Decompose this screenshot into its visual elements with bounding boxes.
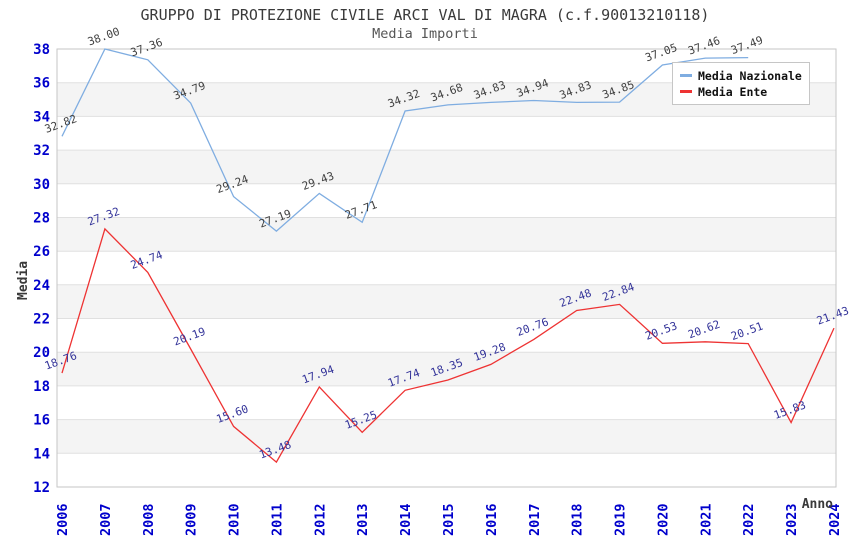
legend-label-media-ente: Media Ente — [698, 84, 768, 99]
legend-label-media-nazionale: Media Nazionale — [698, 68, 802, 83]
plot-bands — [57, 49, 836, 487]
x-tick-label: 2012 — [312, 503, 328, 536]
x-tick-label: 2021 — [698, 503, 714, 536]
x-tick-label: 2007 — [98, 503, 114, 536]
y-tick-label: 30 — [33, 177, 50, 193]
data-label: 38.00 — [86, 25, 122, 49]
y-tick-label: 32 — [33, 143, 50, 159]
x-tick-label: 2009 — [184, 503, 200, 536]
x-tick-label: 2024 — [827, 503, 843, 536]
y-axis-tick-labels: 12 14 16 18 20 22 24 26 28 30 32 34 36 38 — [33, 42, 50, 496]
series-line-media-nazionale — [61, 48, 749, 232]
y-tick-label: 12 — [33, 480, 50, 496]
x-tick-label: 2013 — [355, 503, 371, 536]
x-tick-label: 2019 — [613, 503, 629, 536]
x-tick-label: 2023 — [784, 503, 800, 536]
legend: Media Nazionale Media Ente — [672, 62, 810, 105]
y-tick-label: 34 — [33, 109, 50, 125]
media-ente-line-swatch — [680, 90, 692, 93]
x-tick-label: 2008 — [141, 503, 157, 536]
x-tick-label: 2016 — [484, 503, 500, 536]
y-tick-label: 28 — [33, 211, 50, 227]
y-tick-label: 16 — [33, 413, 50, 429]
chart-subtitle: Media Importi — [372, 26, 478, 42]
y-tick-label: 20 — [33, 345, 50, 361]
x-tick-label: 2010 — [227, 503, 243, 536]
x-tick-label: 2018 — [570, 503, 586, 536]
x-tick-label: 2020 — [655, 503, 671, 536]
x-tick-label: 2011 — [269, 503, 285, 536]
media-nazionale-line-swatch — [680, 74, 692, 77]
x-tick-label: 2022 — [741, 503, 757, 536]
chart-title: GRUPPO DI PROTEZIONE CIVILE ARCI VAL DI … — [140, 6, 710, 24]
x-tick-label: 2015 — [441, 503, 457, 536]
y-tick-label: 22 — [33, 312, 50, 328]
series-line-media-ente — [61, 227, 835, 464]
y-tick-label: 24 — [33, 278, 50, 294]
y-tick-label: 36 — [33, 76, 50, 92]
y-tick-label: 26 — [33, 244, 50, 260]
x-axis-tick-labels: 2006 2007 2008 2009 2010 2011 2012 2013 2014 2015… — [55, 503, 843, 536]
x-axis-title: Anno — [801, 497, 833, 512]
y-tick-label: 38 — [33, 42, 50, 58]
legend-item-media-nazionale: Media Nazionale — [680, 68, 802, 83]
legend-item-media-ente: Media Ente — [680, 84, 802, 99]
y-tick-label: 14 — [33, 446, 50, 462]
x-tick-label: 2006 — [55, 503, 71, 536]
x-tick-label: 2017 — [527, 503, 543, 536]
y-axis-title: Media — [16, 260, 31, 300]
y-tick-label: 18 — [33, 379, 50, 395]
x-tick-label: 2014 — [398, 503, 414, 536]
plot-border — [56, 48, 837, 488]
